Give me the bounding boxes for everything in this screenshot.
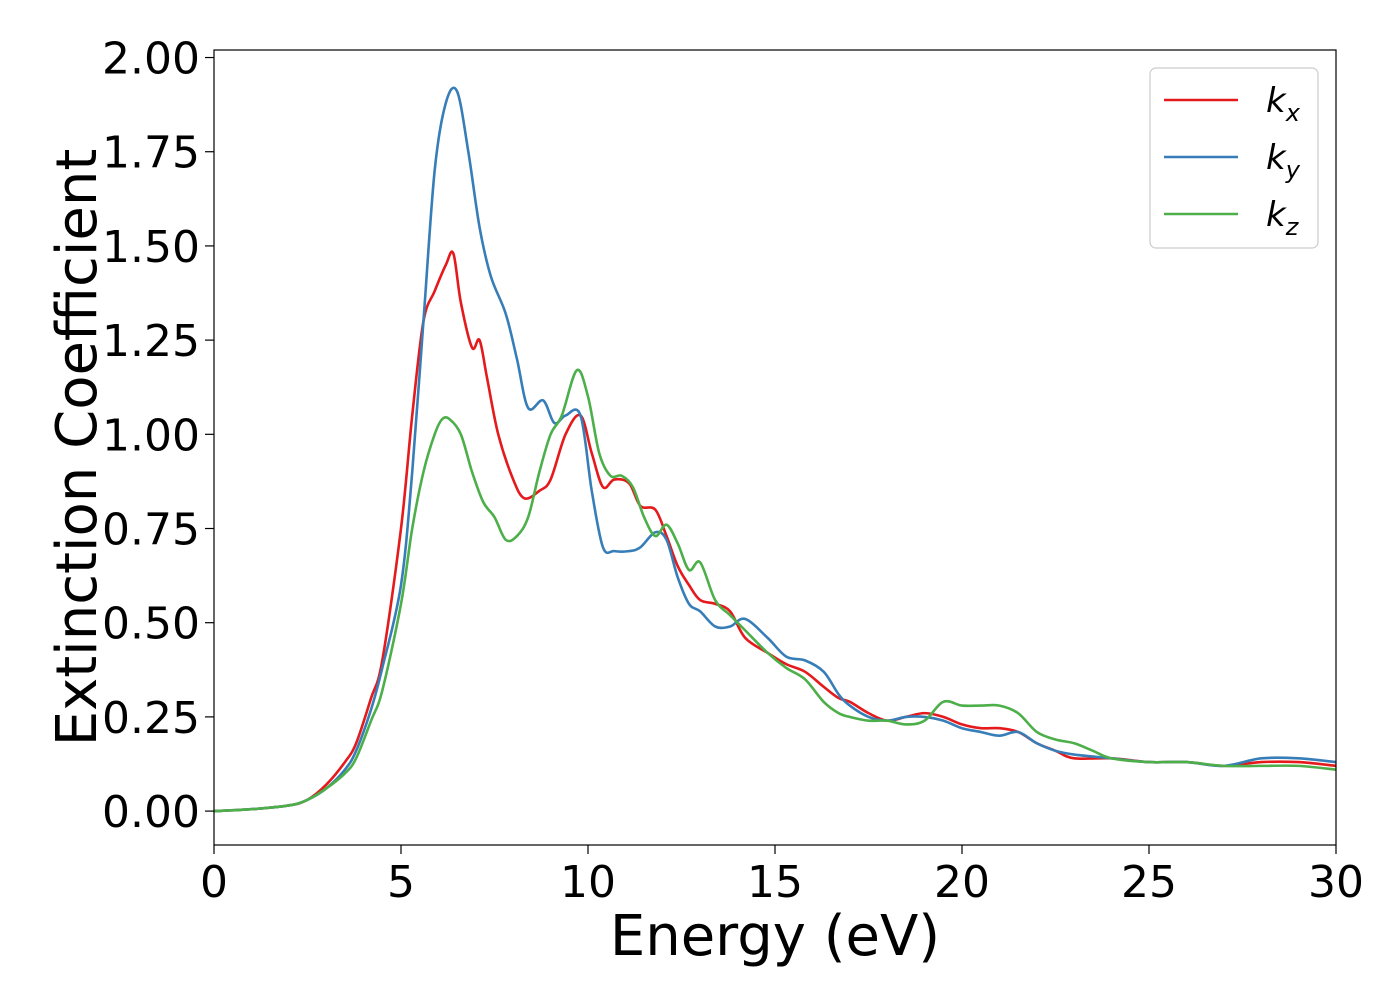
x-tick-label: 25 xyxy=(1121,857,1177,908)
x-tick-label: 5 xyxy=(387,857,415,908)
x-tick-label: 0 xyxy=(200,857,228,908)
y-tick-label: 0.00 xyxy=(102,787,200,838)
y-tick-label: 1.25 xyxy=(102,316,200,367)
legend-label: kx xyxy=(1266,81,1301,127)
legend: kx ky kz xyxy=(1149,67,1319,249)
legend-item-kz: kz xyxy=(1164,195,1300,241)
x-tick-label: 10 xyxy=(560,857,616,908)
y-tick-label: 1.00 xyxy=(102,410,200,461)
legend-label: ky xyxy=(1266,138,1301,184)
series-line-ky xyxy=(214,86,1336,813)
legend-item-ky: ky xyxy=(1164,138,1301,184)
series-layer xyxy=(214,86,1336,813)
series-line-kx xyxy=(214,250,1336,813)
y-tick-label: 2.00 xyxy=(102,34,200,85)
legend-item-kx: kx xyxy=(1164,81,1301,127)
y-tick-label: 0.75 xyxy=(102,505,200,556)
x-tick-label: 20 xyxy=(934,857,990,908)
x-axis-label: Energy (eV) xyxy=(610,904,940,969)
y-axis-label: Extinction Coefficient xyxy=(45,149,110,747)
legend-label: kz xyxy=(1266,195,1300,241)
y-tick-label: 1.75 xyxy=(102,128,200,179)
x-tick-label: 15 xyxy=(747,857,803,908)
series-line-kz xyxy=(214,368,1336,813)
x-axis: 0 5 10 15 20 25 30 xyxy=(200,845,1364,908)
y-axis: 0.00 0.25 0.50 0.75 1.00 1.25 1.50 1.75 2.00 xyxy=(102,34,214,838)
y-tick-label: 0.50 xyxy=(102,599,200,650)
y-tick-label: 1.50 xyxy=(102,222,200,273)
y-tick-label: 0.25 xyxy=(102,693,200,744)
x-tick-label: 30 xyxy=(1308,857,1364,908)
